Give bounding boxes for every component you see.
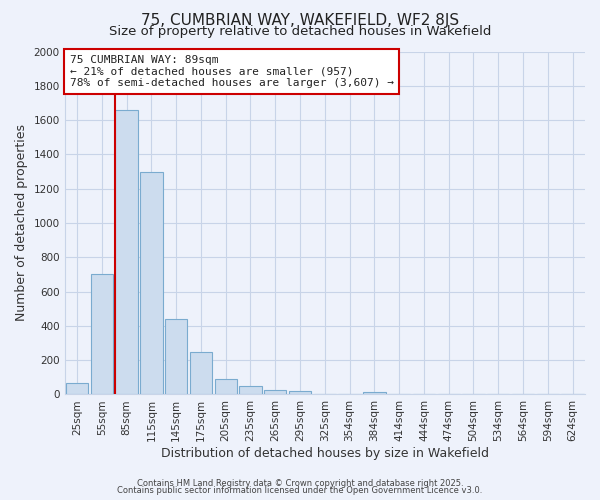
Bar [165, 319, 187, 394]
Text: Contains HM Land Registry data © Crown copyright and database right 2025.: Contains HM Land Registry data © Crown c… [137, 478, 463, 488]
Bar [264, 390, 286, 394]
Text: 75 CUMBRIAN WAY: 89sqm
← 21% of detached houses are smaller (957)
78% of semi-de: 75 CUMBRIAN WAY: 89sqm ← 21% of detached… [70, 55, 394, 88]
Bar [239, 386, 262, 394]
Bar [91, 274, 113, 394]
Bar [66, 384, 88, 394]
Bar [140, 172, 163, 394]
Text: 75, CUMBRIAN WAY, WAKEFIELD, WF2 8JS: 75, CUMBRIAN WAY, WAKEFIELD, WF2 8JS [141, 12, 459, 28]
Bar [215, 379, 237, 394]
Bar [289, 391, 311, 394]
Text: Size of property relative to detached houses in Wakefield: Size of property relative to detached ho… [109, 25, 491, 38]
Text: Contains public sector information licensed under the Open Government Licence v3: Contains public sector information licen… [118, 486, 482, 495]
Bar [190, 352, 212, 395]
Bar [115, 110, 138, 395]
X-axis label: Distribution of detached houses by size in Wakefield: Distribution of detached houses by size … [161, 447, 489, 460]
Y-axis label: Number of detached properties: Number of detached properties [15, 124, 28, 322]
Bar [363, 392, 386, 394]
